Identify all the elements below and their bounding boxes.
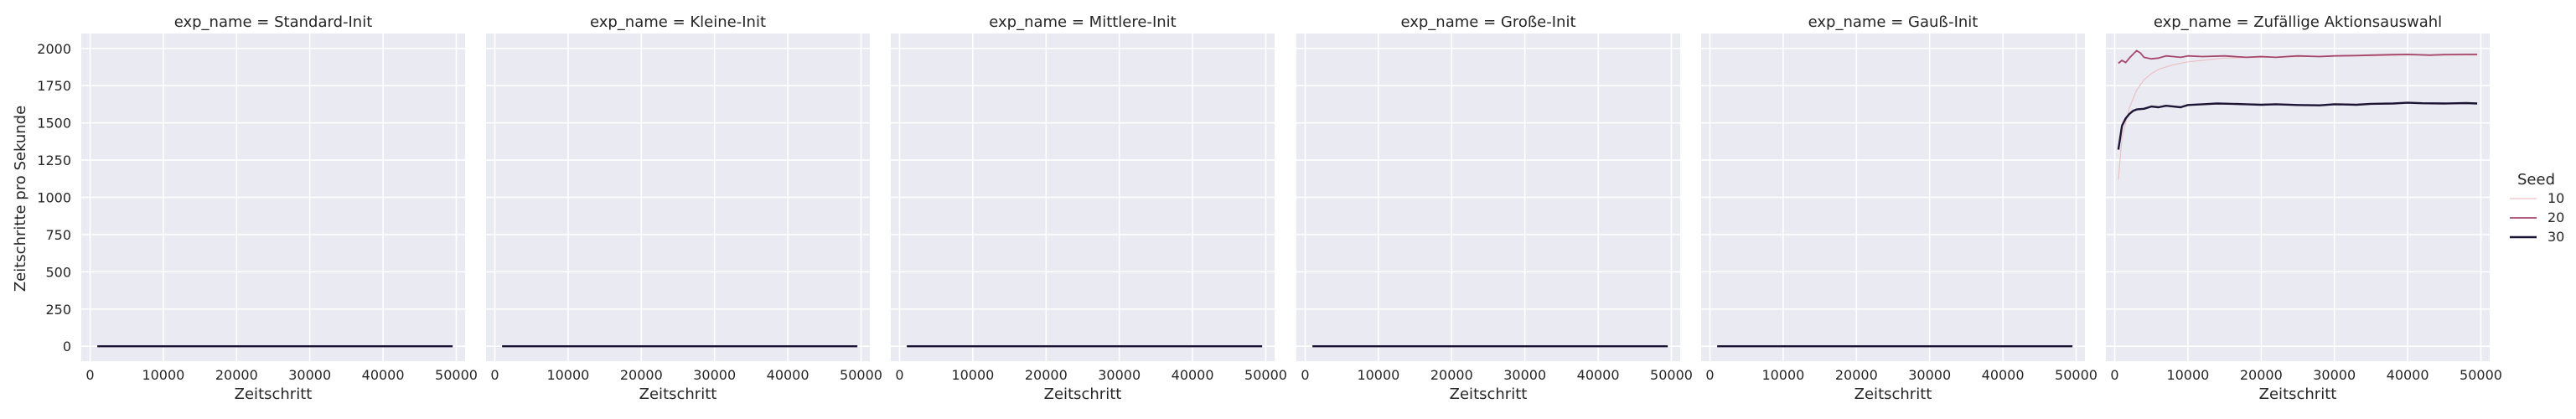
legend-label: 10 bbox=[2548, 190, 2564, 206]
legend-title: Seed bbox=[2517, 171, 2555, 189]
x-tick-label: 10000 bbox=[1357, 367, 1399, 383]
x-tick-label: 50000 bbox=[2055, 367, 2098, 383]
x-tick-label: 40000 bbox=[1172, 367, 1214, 383]
x-axis-label: Zeitschritt bbox=[1044, 385, 1122, 403]
series-line-seed-20 bbox=[2118, 49, 2478, 65]
panel-title: exp_name = Gauß-Init bbox=[1808, 13, 1979, 31]
x-tick-label: 10000 bbox=[1761, 367, 1804, 383]
x-axis-label: Zeitschritt bbox=[639, 385, 717, 403]
facet-panel: exp_name = Gauß-Init 0 10000 20000 30000 4000… bbox=[1701, 13, 2098, 403]
x-tick-label: 40000 bbox=[767, 367, 810, 383]
x-tick-label: 30000 bbox=[1098, 367, 1141, 383]
x-tick-label: 10000 bbox=[546, 367, 589, 383]
x-tick-label: 20000 bbox=[1835, 367, 1878, 383]
legend-label: 30 bbox=[2548, 229, 2564, 245]
x-tick-label: 10000 bbox=[142, 367, 184, 383]
x-tick-label: 20000 bbox=[2240, 367, 2283, 383]
x-tick-label: 30000 bbox=[2313, 367, 2356, 383]
y-tick-label: 0 bbox=[63, 339, 71, 354]
x-tick-label: 0 bbox=[2110, 367, 2118, 383]
legend-entry: 10 bbox=[2510, 190, 2564, 206]
x-tick-label: 20000 bbox=[1025, 367, 1068, 383]
y-tick-label: 750 bbox=[45, 227, 71, 243]
x-tick-label: 30000 bbox=[693, 367, 736, 383]
panel-title: exp_name = Kleine-Init bbox=[590, 13, 766, 31]
y-tick-label: 250 bbox=[45, 302, 71, 318]
legend-entry: 30 bbox=[2510, 229, 2564, 245]
x-tick-label: 50000 bbox=[435, 367, 478, 383]
y-tick-label: 1000 bbox=[37, 190, 71, 206]
facet-panel: exp_name = Große-Init 0 10000 20000 30000 400… bbox=[1296, 13, 1693, 403]
x-axis-label: Zeitschritt bbox=[1450, 385, 1528, 403]
panel-title: exp_name = Große-Init bbox=[1400, 13, 1575, 31]
x-tick-label: 20000 bbox=[620, 367, 663, 383]
x-tick-label: 50000 bbox=[840, 367, 882, 383]
x-tick-label: 40000 bbox=[362, 367, 405, 383]
y-tick-label: 1500 bbox=[37, 116, 71, 132]
legend-entry: 20 bbox=[2510, 210, 2564, 225]
x-tick-label: 50000 bbox=[1244, 367, 1287, 383]
x-tick-label: 40000 bbox=[1577, 367, 1620, 383]
x-tick-label: 0 bbox=[490, 367, 499, 383]
x-tick-label: 10000 bbox=[951, 367, 994, 383]
x-axis-label: Zeitschritt bbox=[2259, 385, 2337, 403]
legend: Seed 10 20 30 bbox=[2510, 171, 2564, 245]
series-line-seed-30 bbox=[2117, 101, 2478, 150]
facet-panel: exp_name = Kleine-Init 0 10000 20000 30000 40… bbox=[486, 13, 882, 403]
panel-title: exp_name = Standard-Init bbox=[174, 13, 373, 31]
legend-label: 20 bbox=[2548, 210, 2564, 225]
x-axis-label: Zeitschritt bbox=[1854, 385, 1932, 403]
y-tick-label: 1750 bbox=[37, 78, 71, 94]
x-axis-label: Zeitschritt bbox=[235, 385, 313, 403]
x-tick-label: 30000 bbox=[288, 367, 331, 383]
x-tick-label: 40000 bbox=[1982, 367, 2025, 383]
y-tick-label: 500 bbox=[45, 264, 71, 280]
x-tick-label: 0 bbox=[1705, 367, 1714, 383]
x-tick-label: 30000 bbox=[1908, 367, 1951, 383]
x-tick-label: 50000 bbox=[1650, 367, 1693, 383]
x-tick-label: 40000 bbox=[2387, 367, 2429, 383]
y-axis-label: Zeitschritte pro Sekunde bbox=[12, 106, 29, 292]
panel-title: exp_name = Zufällige Aktionsauswahl bbox=[2154, 13, 2442, 31]
x-tick-label: 0 bbox=[85, 367, 94, 383]
y-tick-label: 2000 bbox=[37, 41, 71, 57]
x-tick-label: 0 bbox=[895, 367, 903, 383]
x-tick-label: 20000 bbox=[215, 367, 258, 383]
x-tick-label: 50000 bbox=[2460, 367, 2502, 383]
x-tick-label: 10000 bbox=[2166, 367, 2209, 383]
panel-title: exp_name = Mittlere-Init bbox=[989, 13, 1176, 31]
facet-panel: exp_name = Zufällige Aktionsauswahl 0 1000… bbox=[2106, 13, 2502, 403]
x-tick-label: 20000 bbox=[1430, 367, 1473, 383]
x-tick-label: 30000 bbox=[1503, 367, 1546, 383]
y-tick-label: 1250 bbox=[37, 153, 71, 168]
facet-panel: exp_name = Mittlere-Init 0 10000 20000 30000… bbox=[891, 13, 1287, 403]
x-tick-label: 0 bbox=[1301, 367, 1309, 383]
series-line-seed-10 bbox=[2118, 54, 2478, 180]
